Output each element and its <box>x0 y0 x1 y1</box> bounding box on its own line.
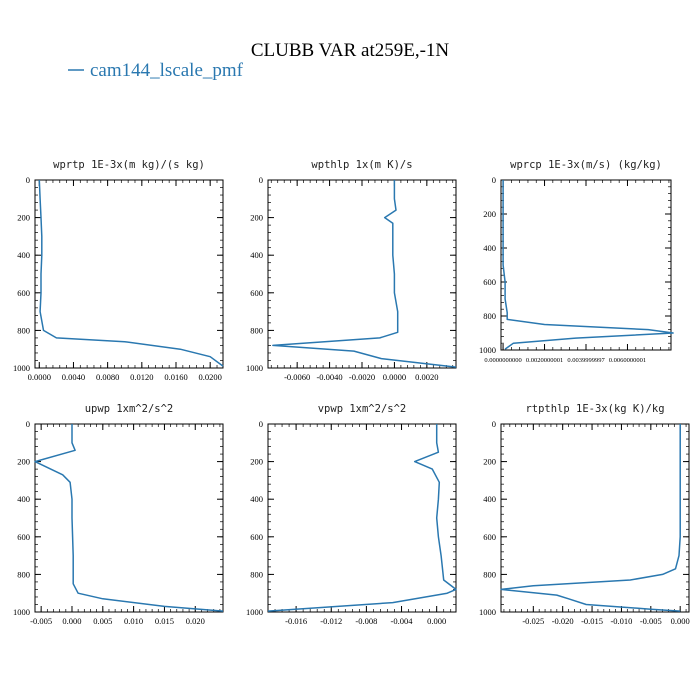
x-tick-label: 0.020 <box>186 616 205 626</box>
series-line <box>267 424 457 612</box>
y-tick-label: 0 <box>259 175 263 185</box>
y-tick-label: 1000 <box>13 363 30 373</box>
x-tick-label: 0.0080 <box>96 372 119 382</box>
x-tick-label: -0.0020 <box>349 372 375 382</box>
x-tick-label: 0.005 <box>93 616 112 626</box>
panel-title: upwp 1xm^2/s^2 <box>85 403 174 415</box>
x-tick-label: 0.015 <box>155 616 174 626</box>
x-tick-label: -0.0040 <box>316 372 342 382</box>
y-tick-label: 200 <box>483 209 496 219</box>
panel-title: rtpthlp 1E-3x(kg K)/kg <box>525 403 664 415</box>
y-tick-label: 600 <box>17 288 30 298</box>
chart-panel: rtpthlp 1E-3x(kg K)/kg -0.025 -0.020 -0.015… <box>479 403 690 626</box>
y-tick-label: 600 <box>17 532 30 542</box>
y-tick-label: 400 <box>17 494 30 504</box>
series-line <box>500 424 681 612</box>
panel-title: wprtp 1E-3x(m kg)/(s kg) <box>53 159 205 171</box>
plot-frame <box>267 423 457 613</box>
x-tick-label: -0.008 <box>355 616 377 626</box>
x-tick-label: 0.0000 <box>383 372 406 382</box>
y-tick-label: 600 <box>250 532 263 542</box>
y-tick-label: 200 <box>250 213 263 223</box>
series-line <box>38 179 224 367</box>
chart-panel: wprtp 1E-3x(m kg)/(s kg) 0.0000 0.0040 0.00… <box>13 159 224 382</box>
figure-title: CLUBB VAR at259E,-1N <box>251 40 450 61</box>
x-tick-label: -0.010 <box>610 616 632 626</box>
x-tick-label: -0.0060 <box>284 372 310 382</box>
y-tick-label: 800 <box>17 569 30 579</box>
y-tick-label: 1000 <box>479 345 496 355</box>
x-tick-label: 0.000 <box>671 616 690 626</box>
panel-title: wpthlp 1x(m K)/s <box>311 159 412 171</box>
x-tick-label: -0.004 <box>391 616 414 626</box>
plot-frame <box>500 179 672 351</box>
x-tick-label: 0.0060000001 <box>609 357 646 364</box>
y-tick-label: 200 <box>17 457 30 467</box>
series-line <box>272 180 457 368</box>
x-tick-label: 0.0200 <box>198 372 221 382</box>
x-tick-label: -0.005 <box>640 616 662 626</box>
y-tick-label: 400 <box>483 494 496 504</box>
panel-grid: wprtp 1E-3x(m kg)/(s kg)0.0000 0.0040 0.00… <box>13 159 690 626</box>
y-tick-label: 0 <box>26 419 30 429</box>
x-tick-label: 0.000 <box>62 616 81 626</box>
y-tick-label: 600 <box>483 277 496 287</box>
x-tick-label: 0.0040 <box>62 372 85 382</box>
plot-frame <box>34 179 224 369</box>
y-tick-label: 200 <box>250 457 263 467</box>
x-tick-label: -0.005 <box>30 616 52 626</box>
y-tick-label: 0 <box>492 175 496 185</box>
series-line <box>34 424 224 612</box>
y-tick-label: 0 <box>259 419 263 429</box>
chart-panel: vpwp 1xm^2/s^2 -0.016 -0.012 -0.008 -0.004 0.… <box>246 403 457 626</box>
y-tick-label: 600 <box>250 288 263 298</box>
legend-label: cam144_lscale_pmf <box>90 60 244 81</box>
y-tick-label: 400 <box>17 250 30 260</box>
y-tick-label: 200 <box>17 213 30 223</box>
y-tick-label: 400 <box>250 250 263 260</box>
y-tick-label: 1000 <box>479 607 496 617</box>
y-tick-label: 800 <box>17 325 30 335</box>
y-tick-label: 800 <box>250 569 263 579</box>
y-tick-label: 400 <box>483 243 496 253</box>
plot-frame <box>500 423 690 613</box>
x-tick-label: -0.012 <box>320 616 342 626</box>
y-tick-label: 1000 <box>246 363 263 373</box>
x-tick-label: 0.0000 <box>28 372 51 382</box>
y-tick-label: 0 <box>26 175 30 185</box>
x-tick-label: 0.000 <box>427 616 446 626</box>
series-line <box>502 180 674 350</box>
y-tick-label: 400 <box>250 494 263 504</box>
x-tick-label: -0.015 <box>581 616 603 626</box>
x-tick-label: 0.0120 <box>130 372 153 382</box>
x-tick-label: 0.0000000000 <box>484 357 521 364</box>
plot-frame <box>34 423 224 613</box>
x-tick-label: -0.016 <box>285 616 307 626</box>
y-tick-label: 800 <box>250 325 263 335</box>
y-tick-label: 200 <box>483 457 496 467</box>
x-tick-label: 0.0020 <box>415 372 438 382</box>
x-tick-label: 0.010 <box>124 616 143 626</box>
y-tick-label: 1000 <box>13 607 30 617</box>
x-tick-label: 0.0039999997 <box>567 357 605 364</box>
chart-panel: wpthlp 1x(m K)/s -0.0060 -0.0040 -0.0020 0.0… <box>246 159 457 382</box>
y-tick-label: 0 <box>492 419 496 429</box>
chart-panel: upwp 1xm^2/s^2 -0.005 0.000 0.005 0.010 0.015… <box>13 403 224 626</box>
x-tick-label: -0.025 <box>522 616 544 626</box>
y-tick-label: 800 <box>483 311 496 321</box>
x-tick-label: 0.0020000001 <box>526 357 563 364</box>
panel-title: vpwp 1xm^2/s^2 <box>318 403 407 415</box>
y-tick-label: 600 <box>483 532 496 542</box>
chart-panel: wprcp 1E-3x(m/s) (kg/kg) 0.0000000000 0.00… <box>479 159 674 364</box>
y-tick-label: 800 <box>483 569 496 579</box>
y-tick-label: 1000 <box>246 607 263 617</box>
x-tick-label: 0.0160 <box>164 372 187 382</box>
x-tick-label: -0.020 <box>552 616 574 626</box>
panel-title: wprcp 1E-3x(m/s) (kg/kg) <box>510 159 662 171</box>
